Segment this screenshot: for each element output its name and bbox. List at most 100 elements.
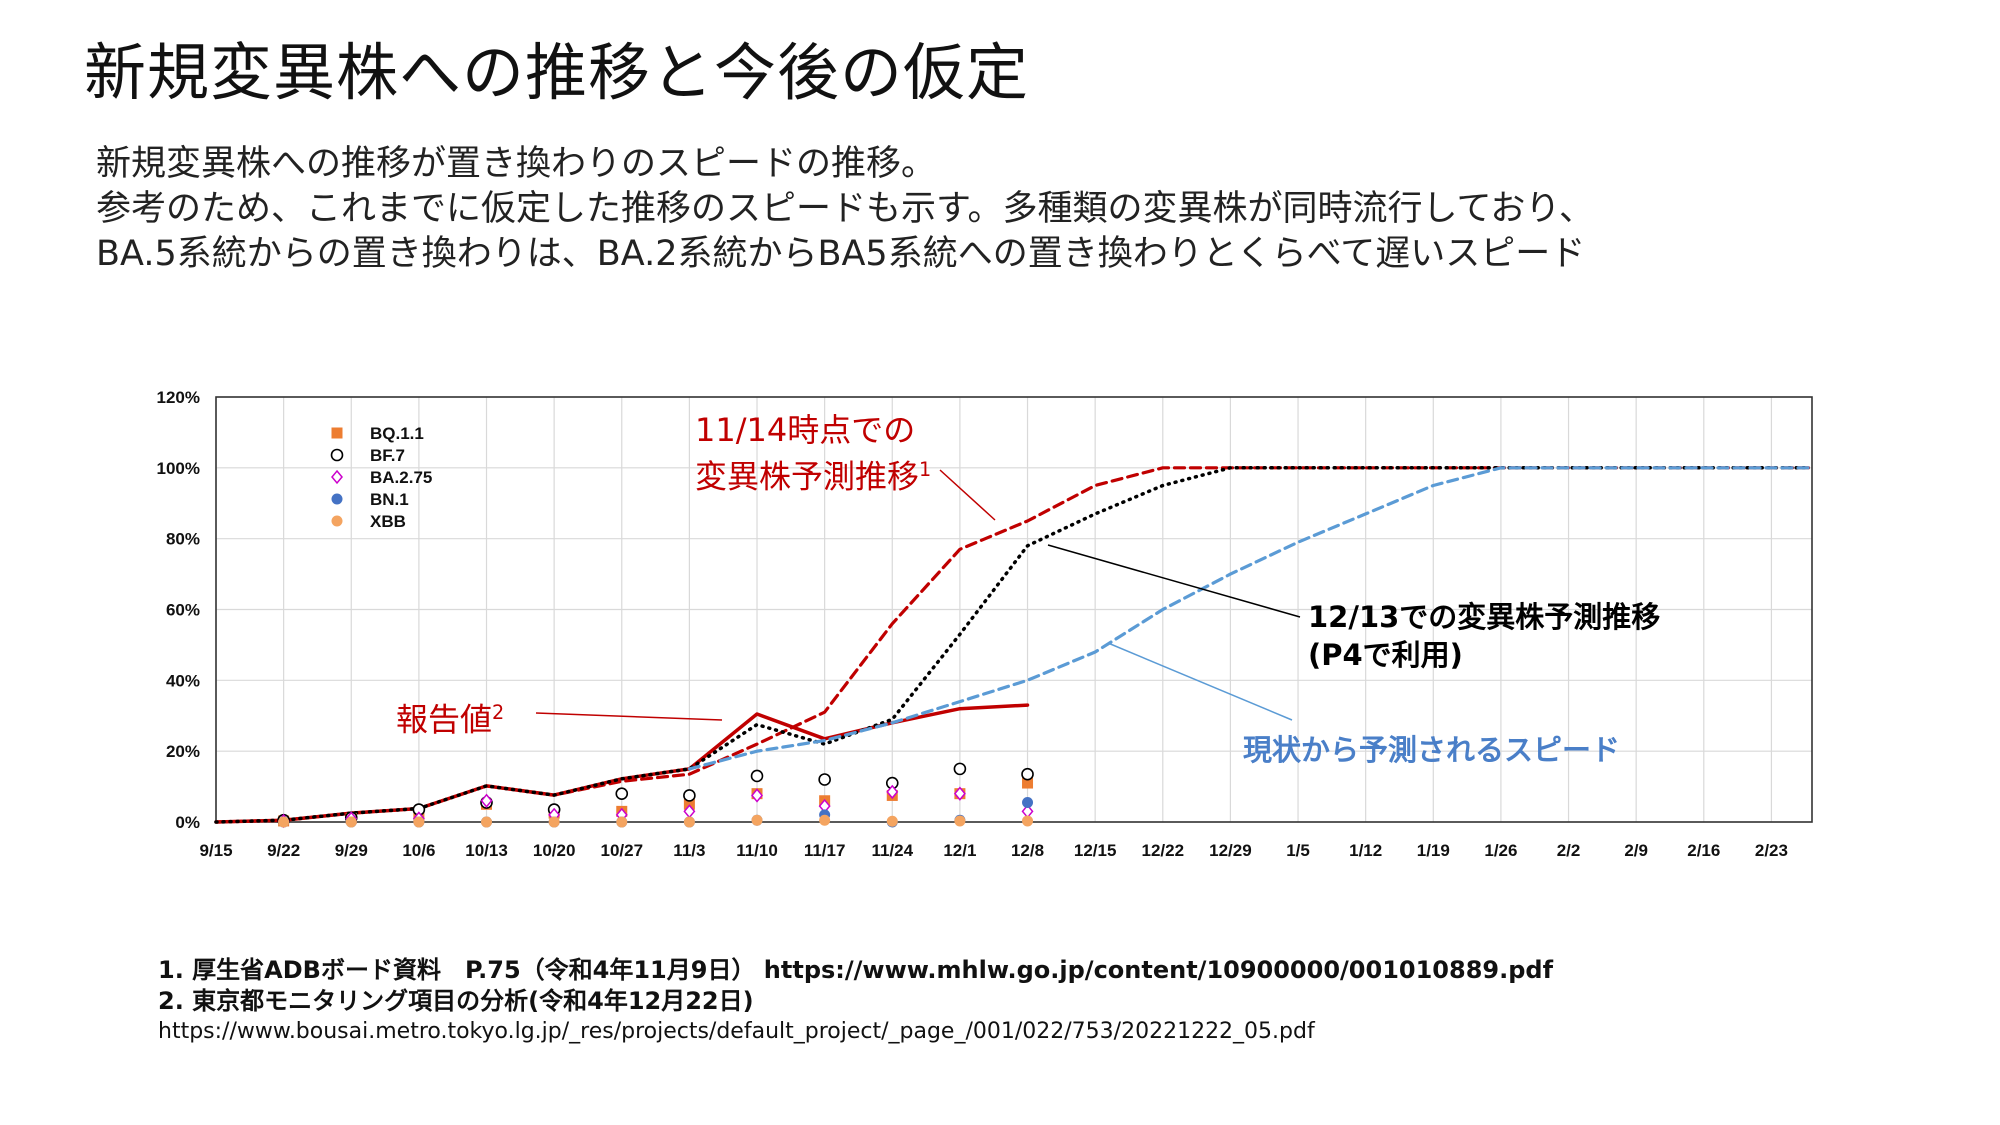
annotation-dec13-line2: (P4で利用) [1308, 638, 1463, 672]
annotation-nov14-sup: 1 [919, 458, 932, 481]
x-tick-label: 10/20 [533, 841, 576, 860]
x-tick-label: 11/3 [673, 841, 705, 860]
y-tick-label: 60% [166, 601, 200, 620]
y-tick-label: 0% [175, 813, 200, 832]
chart-legend: BQ.1.1 BF.7 BA.2.75 BN.1 XBB [330, 424, 432, 531]
annotation-dec13-forecast: 12/13での変異株予測推移 (P4で利用) [1308, 598, 1660, 674]
x-tick-label: 12/22 [1142, 841, 1185, 860]
x-tick-label: 11/10 [736, 841, 778, 860]
x-tick-label: 12/1 [943, 841, 976, 860]
x-tick-label: 10/6 [402, 841, 435, 860]
point-xbb [886, 815, 898, 827]
point-ba275 [886, 784, 899, 800]
annotation-reported-sup: 2 [492, 701, 505, 724]
series-line-current_pace [687, 466, 1812, 771]
point-bf7 [953, 762, 967, 776]
x-axis-ticks: 9/15 9/22 9/29 10/6 10/13 10/20 10/27 11/3 11/10… [199, 841, 1788, 860]
footnote-1: 1. 厚生省ADBボード資料 P.75（令和4年11月9日） https://w… [158, 956, 1554, 984]
x-tick-label: 1/12 [1349, 841, 1382, 860]
point-xbb [954, 815, 966, 827]
footnote-2: 2. 東京都モニタリング項目の分析(令和4年12月22日) [158, 987, 754, 1015]
x-tick-label: 9/22 [267, 841, 300, 860]
point-bf7 [683, 789, 696, 802]
point-xbb [616, 816, 628, 828]
point-xbb [481, 816, 493, 828]
point-xbb [278, 816, 290, 828]
x-tick-label: 2/16 [1687, 841, 1720, 860]
point-ba275 [953, 786, 966, 801]
annotation-leaders [535, 469, 1301, 721]
point-xbb [819, 814, 831, 826]
annotation-reported-text: 報告値 [396, 700, 493, 739]
legend-marker-ba275 [331, 469, 343, 485]
x-tick-label: 9/15 [199, 841, 232, 860]
x-tick-label: 9/29 [335, 841, 368, 860]
x-tick-label: 12/8 [1011, 841, 1044, 860]
annotation-nov14-forecast: 11/14時点での 変異株予測推移1 [695, 410, 931, 497]
point-xbb [683, 816, 695, 828]
x-tick-label: 10/27 [600, 841, 643, 860]
series-line-forecast_1114 [214, 466, 1812, 824]
y-tick-label: 40% [166, 671, 200, 690]
y-tick-label: 80% [166, 530, 200, 549]
legend-marker-xbb [331, 515, 343, 527]
legend-label-bq11: BQ.1.1 [370, 424, 424, 443]
x-tick-label: 1/26 [1484, 841, 1517, 860]
legend-label-bn1: BN.1 [370, 490, 409, 509]
legend-marker-bf7 [330, 448, 344, 462]
variant-points [277, 762, 1034, 829]
x-tick-label: 1/19 [1417, 841, 1450, 860]
legend-marker-bq11 [331, 427, 343, 439]
annotation-current-pace: 現状から予測されるスピード [1243, 733, 1621, 767]
y-tick-label: 100% [157, 459, 200, 478]
annotation-nov14-line2: 変異株予測推移1 [695, 450, 931, 497]
leader-reported [535, 712, 723, 721]
point-bn1 [1022, 797, 1034, 809]
y-tick-label: 20% [166, 742, 200, 761]
x-tick-label: 12/15 [1074, 841, 1117, 860]
point-bq11 [1022, 777, 1034, 789]
point-ba275 [480, 793, 493, 808]
y-axis-ticks: 0% 20% 40% 60% 80% 100% 120% [157, 388, 200, 832]
footnotes: 1. 厚生省ADBボード資料 P.75（令和4年11月9日） https://w… [158, 955, 1553, 1047]
legend-label-ba275: BA.2.75 [370, 468, 432, 487]
annotation-reported: 報告値2 [396, 693, 504, 740]
description-line-2: 参考のため、これまでに仮定した推移のスピードも示す。多種類の変異株が同時流行して… [96, 189, 1595, 229]
x-tick-label: 2/23 [1755, 841, 1788, 860]
point-bf7 [1021, 767, 1034, 781]
plot-area-frame [215, 396, 1813, 823]
point-bf7 [750, 769, 764, 783]
point-xbb [345, 816, 357, 828]
point-xbb [413, 816, 425, 828]
legend-label-bf7: BF.7 [370, 446, 405, 465]
point-bf7 [818, 773, 831, 786]
x-tick-label: 11/24 [871, 841, 913, 860]
x-tick-label: 2/2 [1557, 841, 1581, 860]
description-line-1: 新規変異株への推移が置き換わりのスピードの推移。 [96, 144, 937, 184]
y-tick-label: 120% [157, 388, 200, 407]
description-line-3: BA.5系統からの置き換わりは、BA.2系統からBA5系統への置き換わりとくらべ… [96, 234, 1586, 274]
leader-dec13 [1047, 544, 1301, 618]
legend-marker-bn1 [331, 493, 343, 505]
x-tick-label: 12/29 [1209, 841, 1252, 860]
footnote-2-url: https://www.bousai.metro.tokyo.lg.jp/_re… [158, 1019, 1315, 1044]
x-tick-label: 2/9 [1624, 841, 1648, 860]
annotation-nov14-text: 変異株予測推移 [695, 457, 920, 496]
series-line-forecast_1213 [214, 466, 1812, 824]
annotation-nov14-line1: 11/14時点での [695, 411, 916, 449]
point-bf7 [615, 787, 629, 800]
x-tick-label: 1/5 [1286, 841, 1310, 860]
point-xbb [1022, 815, 1034, 827]
x-tick-label: 11/17 [804, 841, 846, 860]
legend-label-xbb: XBB [370, 512, 406, 531]
leader-current [1107, 642, 1293, 721]
leader-nov14 [939, 469, 996, 521]
point-xbb [751, 814, 763, 826]
x-tick-label: 10/13 [465, 841, 508, 860]
slide-title: 新規変異株への推移と今後の仮定 [84, 36, 1030, 109]
point-xbb [548, 816, 560, 828]
annotation-dec13-line1: 12/13での変異株予測推移 [1308, 600, 1661, 634]
slide-description: 新規変異株への推移が置き換わりのスピードの推移。 参考のため、これまでに仮定した… [96, 142, 1594, 277]
point-ba275 [751, 788, 763, 803]
